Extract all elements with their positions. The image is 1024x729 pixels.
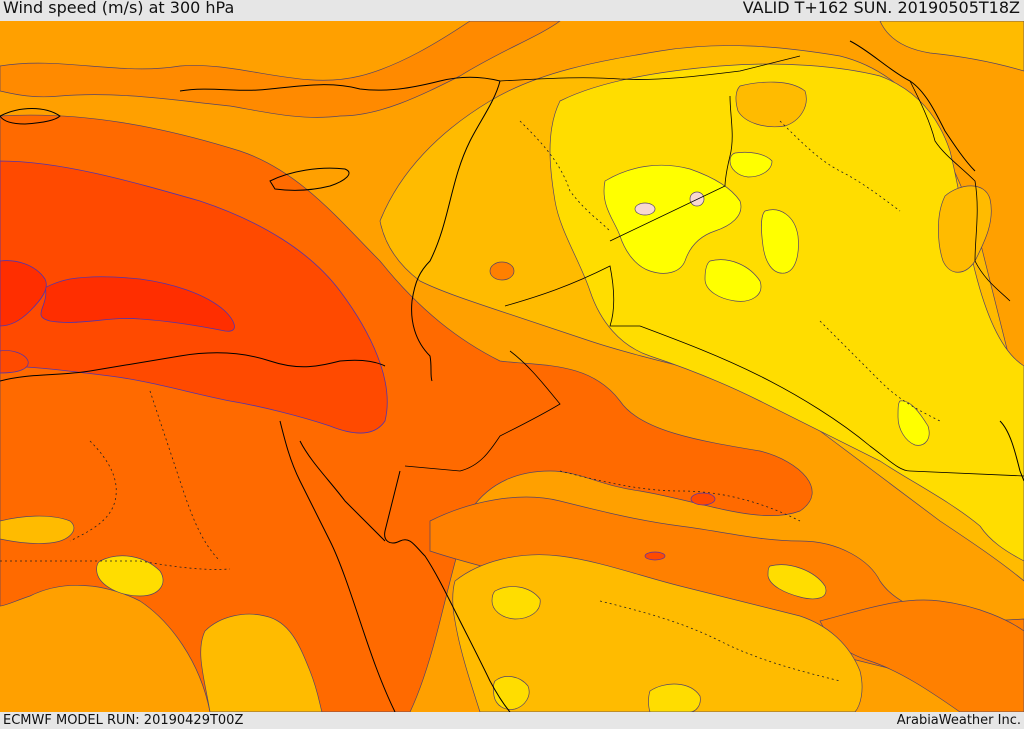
border-syria-iraq: [609, 95, 733, 242]
wind-fill-yellow-core-2: [704, 259, 762, 302]
red-sea-west-coastline: [279, 420, 396, 712]
border-egypt-libya: [404, 350, 561, 472]
wind-fill-southeast-orange: [819, 599, 1024, 712]
wind-fill-yellow-core-1: [603, 164, 742, 274]
wind-fill-yellow-core-4: [897, 400, 930, 446]
model-run: ECMWF MODEL RUN: 20190429T00Z: [3, 713, 244, 728]
border-jordan-saudi: [504, 265, 640, 327]
wind-fill-pink-core-1: [634, 202, 656, 216]
wind-fill-west-pocket: [0, 350, 29, 374]
coastlines: [0, 40, 1024, 712]
boundary-dotted-4: [0, 560, 231, 570]
map-title: Wind speed (m/s) at 300 hPa: [3, 0, 235, 17]
wind-fill-south-yellow-1: [491, 586, 541, 620]
wind-fill-south-yellow-3: [648, 683, 701, 712]
boundary-dotted-6: [599, 600, 841, 682]
border-saudi-iraq: [639, 325, 1024, 477]
cyprus-coastline: [269, 167, 350, 191]
wind-fill-south-yellow-4: [767, 564, 827, 600]
persian-gulf-coastline: [999, 420, 1024, 482]
boundary-dotted-7: [819, 320, 941, 422]
wind-fill-sw-yellow: [96, 555, 164, 597]
border-iraq-iran: [909, 80, 1011, 302]
wind-fill-red-pocket-3: [489, 261, 515, 281]
wind-fill-jet-core: [0, 264, 235, 332]
map-footer: ECMWF MODEL RUN: 20190429T00Z ArabiaWeat…: [0, 712, 1024, 729]
provider-credit: ArabiaWeather Inc.: [896, 713, 1021, 728]
wind-fill-yellow-core-3: [761, 209, 799, 274]
wind-fill-yellow-core-5: [729, 151, 773, 178]
boundary-dotted-1: [519, 120, 611, 232]
wind-fill-jet-core-extent: [0, 260, 47, 327]
boundary-dotted-5: [559, 470, 801, 522]
ne-coastline: [849, 40, 976, 172]
country-borders: [404, 55, 1024, 477]
border-syria-turkey: [499, 55, 801, 82]
red-sea-east-coastline: [384, 470, 511, 712]
wind-fill-sw-amber: [200, 613, 323, 712]
wind-fill-west-amber: [0, 515, 75, 544]
internal-boundaries: [0, 120, 941, 682]
north-africa-coastline: [0, 352, 386, 382]
map-header: Wind speed (m/s) at 300 hPa VALID T+162 …: [0, 0, 1024, 21]
wind-fill-red-pocket-2: [644, 551, 666, 561]
wind-fill-ne-amber: [735, 81, 807, 128]
wind-speed-map: [0, 21, 1024, 712]
wind-fill-red-pocket-1: [690, 492, 716, 506]
wind-fill-south-amber: [452, 554, 863, 712]
gulf-of-suez-coastline: [299, 440, 386, 542]
valid-time: VALID T+162 SUN. 20190505T18Z: [742, 0, 1020, 17]
crete-coastline: [0, 108, 61, 125]
wind-fill-north-amber: [879, 21, 1024, 72]
turkey-coastline: [179, 76, 501, 92]
levant-coastline: [411, 80, 501, 382]
boundary-dotted-8: [69, 440, 117, 542]
wind-fill-orange-north: [0, 21, 561, 118]
